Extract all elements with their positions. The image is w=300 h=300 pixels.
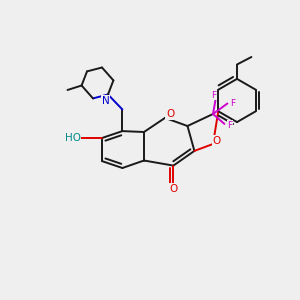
Text: O: O bbox=[166, 109, 175, 119]
Text: F: F bbox=[211, 91, 217, 100]
Text: O: O bbox=[212, 136, 221, 146]
Text: HO: HO bbox=[64, 133, 81, 143]
Text: O: O bbox=[169, 184, 178, 194]
Text: N: N bbox=[102, 95, 110, 106]
Text: F: F bbox=[230, 99, 236, 108]
Text: F: F bbox=[227, 121, 232, 130]
